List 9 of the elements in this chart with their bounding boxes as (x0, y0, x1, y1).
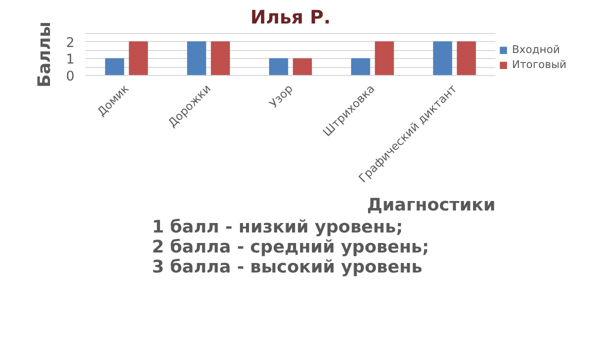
y-tick-label: 1 (66, 52, 75, 68)
x-axis-title: Диагностики (366, 196, 496, 216)
y-axis-title: Баллы (35, 22, 56, 88)
y-tick-label: 0 (66, 70, 75, 84)
chart-title: Илья Р. (250, 8, 331, 28)
text: 1 балл - низкий уровень; 2 балла - средний уровень; 3 балла - высокий уровень (152, 218, 430, 278)
legend-label: Входной (512, 43, 560, 56)
legend-label: Итоговый (512, 58, 566, 71)
y-tick-label: 2 (66, 36, 75, 51)
